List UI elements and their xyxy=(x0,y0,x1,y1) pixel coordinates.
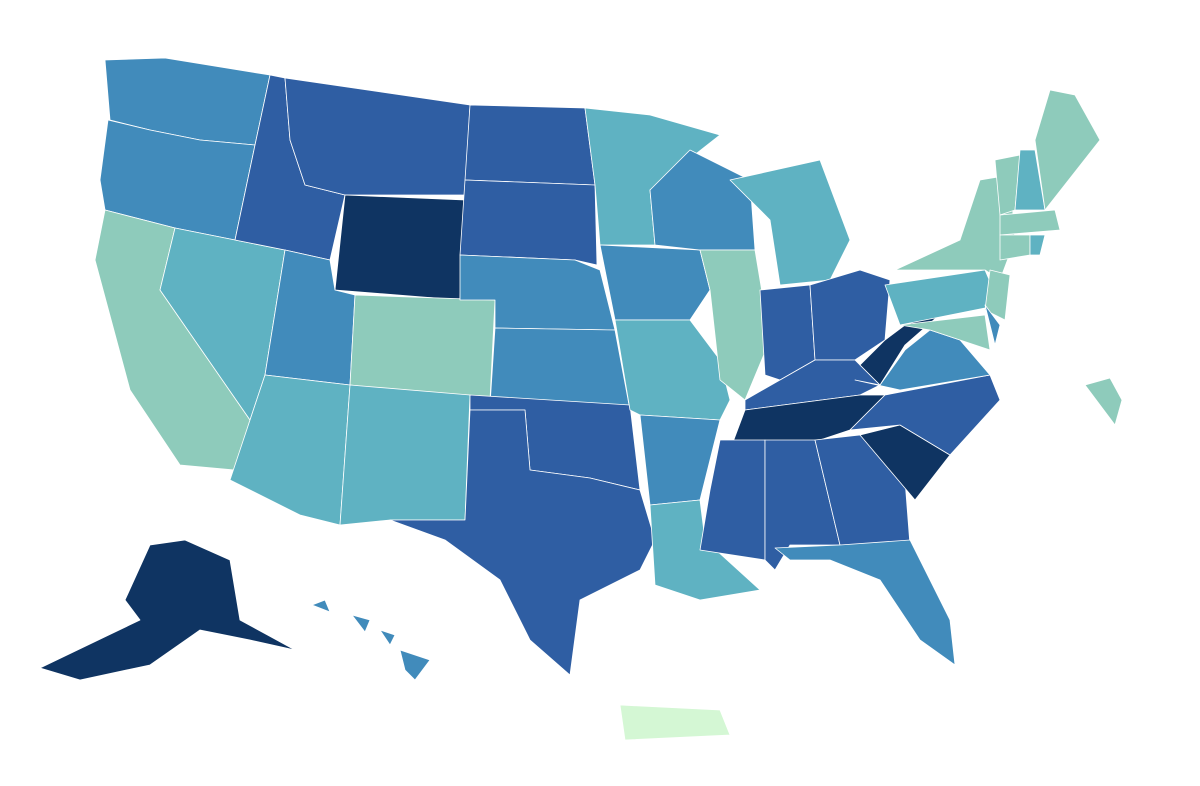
region xyxy=(349,294,496,401)
region xyxy=(459,179,598,266)
region xyxy=(39,539,296,681)
region xyxy=(351,614,371,633)
region xyxy=(399,649,431,681)
region xyxy=(311,599,331,613)
region xyxy=(984,304,1001,346)
region xyxy=(899,314,991,351)
region xyxy=(849,374,1001,456)
region xyxy=(699,439,766,561)
region xyxy=(999,209,1061,236)
region xyxy=(464,104,596,186)
region xyxy=(999,234,1031,261)
region xyxy=(334,194,466,301)
region xyxy=(614,319,731,421)
region xyxy=(599,244,711,321)
region xyxy=(1029,234,1046,256)
region xyxy=(389,409,656,676)
region xyxy=(984,269,1011,321)
regions xyxy=(39,57,1123,741)
region xyxy=(284,77,471,196)
region xyxy=(619,704,731,741)
region xyxy=(379,629,396,646)
region xyxy=(339,384,471,526)
region xyxy=(894,174,1016,281)
region xyxy=(774,539,956,666)
region xyxy=(1034,89,1101,211)
region xyxy=(639,414,721,506)
region xyxy=(1084,377,1123,426)
